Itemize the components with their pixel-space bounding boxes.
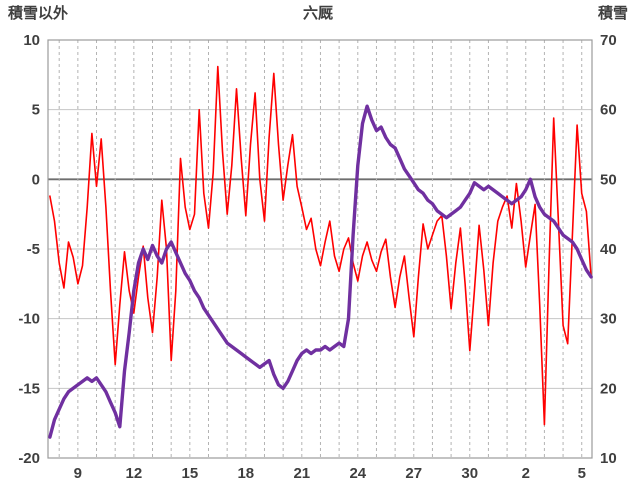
right-axis-tick-label: 40 (600, 241, 617, 258)
left-axis-title: 積雪以外 (8, 5, 69, 22)
right-axis-tick-label: 70 (600, 32, 617, 49)
series-line-right-axis (48, 104, 593, 439)
right-axis-tick-label: 20 (600, 380, 617, 397)
left-axis-tick-label: -20 (18, 450, 40, 467)
left-axis-tick-label: 0 (32, 171, 40, 188)
right-axis-tick-label: 30 (600, 311, 617, 328)
series-line-left-axis (49, 65, 592, 426)
x-tick-label: 9 (74, 465, 82, 482)
x-tick-label: 30 (461, 465, 478, 482)
left-axis-tick-label: -5 (27, 241, 40, 258)
left-axis-tick-label: -10 (18, 311, 40, 328)
right-axis-title: 積雪 (597, 5, 628, 22)
left-axis-tick-label: -15 (18, 380, 40, 397)
x-tick-label: 27 (405, 465, 422, 482)
x-tick-label: 5 (578, 465, 586, 482)
plot-border (47, 39, 593, 459)
x-tick-label: 12 (126, 465, 143, 482)
right-axis-tick-label: 50 (600, 171, 617, 188)
left-axis-tick-label: 10 (23, 32, 40, 49)
x-tick-label: 21 (293, 465, 310, 482)
left-axis-tick-label: 5 (32, 102, 40, 119)
chart-title: 六厩 (302, 5, 333, 22)
x-tick-label: 18 (237, 465, 254, 482)
right-axis-tick-label: 60 (600, 102, 617, 119)
x-tick-label: 15 (181, 465, 198, 482)
x-tick-label: 24 (349, 465, 366, 482)
right-axis-tick-label: 10 (600, 450, 617, 467)
x-tick-label: 2 (522, 465, 530, 482)
